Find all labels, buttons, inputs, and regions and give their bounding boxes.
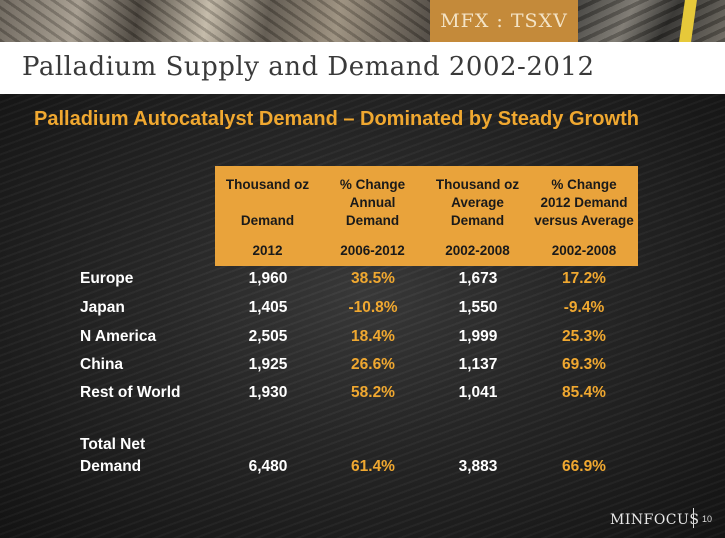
column-header: % Change 2012 Demand versus Average 2002… — [534, 177, 634, 258]
table-cell: 38.5% — [351, 270, 395, 287]
column-header: Thousand oz Demand 2012 — [225, 177, 310, 258]
page-number: 10 — [702, 514, 713, 524]
rock-photo — [578, 0, 725, 42]
row-label: Europe — [80, 270, 134, 287]
table-cell: 1,137 — [458, 356, 498, 373]
row-label: Rest of World — [80, 384, 181, 401]
slide-title: Palladium Supply and Demand 2002-2012 — [22, 52, 595, 82]
table-cell: 6,480 — [248, 458, 288, 475]
column-header: Thousand oz Average Demand 2002-2008 — [435, 177, 520, 258]
table-cell: 1,041 — [458, 384, 498, 401]
table-cell: 25.3% — [562, 328, 606, 345]
table-cell: 1,673 — [458, 270, 498, 287]
table-cell: 1,999 — [458, 328, 498, 345]
table-row: N America 2,505 18.4% 1,999 25.3% — [0, 328, 725, 352]
table-cell: 1,925 — [248, 356, 288, 373]
table-cell: 1,930 — [248, 384, 288, 401]
table-cell: -9.4% — [563, 299, 605, 316]
table-row: Europe 1,960 38.5% 1,673 17.2% — [0, 270, 725, 294]
table-cell: -10.8% — [348, 299, 398, 316]
footer-divider — [693, 508, 694, 528]
row-label: Demand — [80, 458, 142, 475]
column-header: % Change Annual Demand 2006-2012 — [339, 177, 406, 258]
row-label: Total Net — [80, 436, 146, 453]
table-cell: 26.6% — [351, 356, 395, 373]
table-cell: 66.9% — [562, 458, 606, 475]
total-row: Total Net Demand 6,480 61.4% 3,883 66.9% — [0, 436, 725, 480]
table-cell: 17.2% — [562, 270, 606, 287]
rock-photo — [0, 0, 430, 42]
slide-body: Palladium Autocatalyst Demand – Dominate… — [0, 94, 725, 538]
table-cell: 69.3% — [562, 356, 606, 373]
row-label: Japan — [80, 299, 125, 316]
row-label: N America — [80, 328, 157, 345]
row-label: China — [80, 356, 124, 373]
title-bar: Palladium Supply and Demand 2002-2012 — [0, 42, 725, 94]
ticker-tag: MFX : TSXV — [430, 0, 578, 42]
table-cell: 3,883 — [458, 458, 498, 475]
header-banner: MFX : TSXV — [0, 0, 725, 42]
slide-subtitle: Palladium Autocatalyst Demand – Dominate… — [34, 108, 639, 130]
table-row: Japan 1,405 -10.8% 1,550 -9.4% — [0, 299, 725, 323]
table-cell: 1,550 — [458, 299, 498, 316]
table-cell: 18.4% — [351, 328, 395, 345]
table-cell: 58.2% — [351, 384, 395, 401]
table-row: China 1,925 26.6% 1,137 69.3% — [0, 356, 725, 380]
company-logo: MINFOCUS — [610, 512, 700, 528]
table-row: Rest of World 1,930 58.2% 1,041 85.4% — [0, 384, 725, 408]
table-cell: 2,505 — [248, 328, 288, 345]
table-cell: 61.4% — [351, 458, 395, 475]
table-header: Thousand oz Demand 2012 % Change Annual … — [215, 166, 638, 266]
table-cell: 1,960 — [248, 270, 288, 287]
table-cell: 85.4% — [562, 384, 606, 401]
table-cell: 1,405 — [248, 299, 288, 316]
